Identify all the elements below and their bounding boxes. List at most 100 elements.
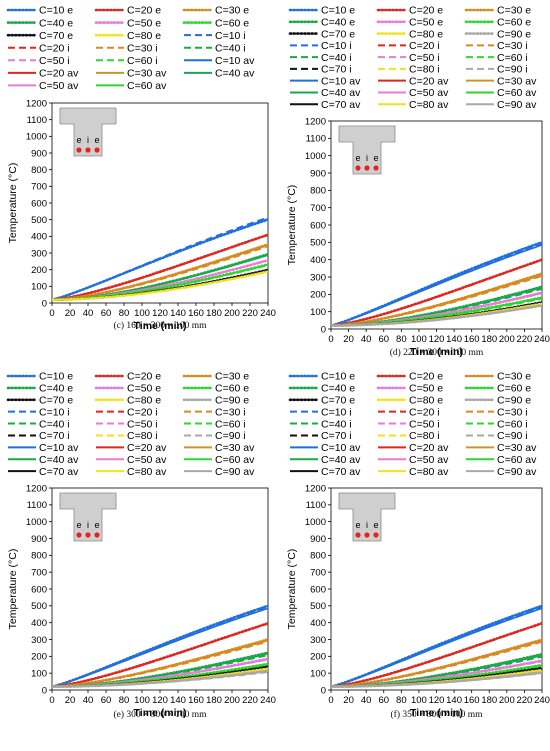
legend-label: C=20 i — [39, 42, 70, 54]
series-line-c-20-e — [52, 622, 268, 688]
chart-panel-f: C=10 e C=20 e C=30 e C=40 e C=50 e C=60 e C=70… — [286, 371, 550, 720]
x-tick-label: 100 — [411, 695, 427, 706]
x-tick-label: 180 — [206, 695, 222, 706]
y-tick-label: 900 — [310, 534, 326, 545]
series-line-c-20-e — [52, 233, 268, 301]
y-tick-label: 1100 — [306, 134, 326, 145]
thermocouple-dot — [355, 165, 361, 171]
legend-label: C=60 av — [215, 454, 255, 466]
x-axis-label: Time (min) — [134, 320, 187, 332]
series-group — [331, 241, 542, 327]
x-tick-label: 240 — [260, 695, 276, 706]
series-group — [52, 216, 268, 301]
chart-panel-e: C=10 e C=20 e C=30 e C=40 e C=50 e C=60 e C=70… — [6, 371, 276, 720]
x-tick-label: 180 — [206, 308, 222, 319]
legend: C=10 e C=20 e C=30 e C=40 e C=50 e C=60 e C=70… — [6, 371, 255, 478]
legend-label: C=50 av — [127, 454, 167, 466]
y-tick-label: 1200 — [305, 116, 326, 127]
chart-panel-c: C=10 e C=20 e C=30 e C=40 e C=50 e C=60 e C=70… — [6, 5, 276, 332]
legend-label: C=30 i — [215, 406, 246, 418]
series-line-c-30-e — [52, 243, 268, 301]
x-tick-label: 180 — [481, 695, 497, 706]
legend-label: C=40 e — [321, 383, 355, 395]
legend-label: C=40 e — [39, 383, 73, 395]
legend-label: C=40 av — [39, 454, 79, 466]
thermocouple-dot — [355, 532, 361, 538]
legend-label: C=40 i — [321, 418, 352, 430]
legend-label: C=10 i — [321, 40, 352, 52]
legend: C=10 e C=20 e C=30 e C=40 e C=50 e C=60 e C=70… — [288, 5, 537, 111]
y-tick-label: 1100 — [306, 500, 326, 511]
legend: C=10 e C=20 e C=30 e C=40 e C=50 e C=60 e C=70… — [6, 5, 255, 92]
legend-label: C=90 e — [497, 28, 531, 40]
x-tick-label: 0 — [328, 334, 333, 345]
y-tick-label: 100 — [31, 668, 47, 679]
legend-label: C=90 av — [497, 99, 537, 111]
y-tick-label: 400 — [31, 618, 47, 629]
thermocouple-dot — [364, 532, 370, 538]
x-tick-label: 60 — [378, 695, 389, 706]
x-tick-label: 100 — [134, 695, 150, 706]
y-tick-label: 800 — [310, 551, 326, 562]
y-tick-label: 700 — [310, 567, 326, 578]
y-tick-label: 400 — [310, 618, 326, 629]
legend-label: C=60 av — [497, 454, 537, 466]
legend-label: C=50 av — [409, 87, 449, 99]
legend-label: C=40 i — [39, 418, 70, 430]
y-tick-label: 200 — [310, 290, 326, 301]
legend-label: C=10 av — [321, 75, 361, 87]
y-tick-label: 0 — [42, 685, 47, 696]
x-tick-label: 80 — [396, 334, 407, 345]
legend-label: C=40 e — [39, 17, 73, 29]
y-tick-label: 0 — [42, 298, 47, 309]
x-tick-label: 20 — [343, 695, 354, 706]
x-tick-label: 80 — [396, 695, 407, 706]
y-tick-label: 600 — [31, 198, 47, 209]
x-tick-label: 80 — [119, 308, 130, 319]
legend-label: C=70 e — [321, 394, 355, 406]
y-tick-label: 800 — [31, 551, 47, 562]
y-tick-label: 1200 — [305, 483, 326, 494]
legend-label: C=80 av — [409, 466, 449, 478]
legend-label: C=90 i — [497, 430, 528, 442]
series-line-c-90-e — [331, 670, 542, 688]
x-tick-label: 220 — [242, 308, 258, 319]
series-group — [331, 604, 542, 688]
legend-label: C=20 i — [409, 406, 440, 418]
legend-label: C=10 av — [321, 442, 361, 454]
legend-label: C=60 i — [215, 418, 246, 430]
legend-label: C=30 e — [215, 5, 249, 17]
legend-label: C=80 e — [409, 394, 443, 406]
legend-label: C=70 i — [321, 64, 352, 76]
y-tick-label: 200 — [31, 652, 47, 663]
legend-label: C=60 e — [497, 16, 531, 28]
y-tick-label: 0 — [321, 685, 326, 696]
y-tick-label: 200 — [31, 265, 47, 276]
y-tick-label: 1200 — [26, 98, 47, 109]
legend-label: C=30 av — [127, 68, 167, 80]
y-tick-label: 0 — [321, 324, 326, 335]
y-tick-label: 500 — [310, 238, 326, 249]
y-tick-label: 600 — [310, 220, 326, 231]
inset-label: e — [94, 135, 99, 145]
legend-label: C=60 av — [127, 80, 167, 92]
x-tick-label: 20 — [343, 334, 354, 345]
series-line-c-30-e — [52, 638, 268, 688]
series-line-c-20-e — [331, 622, 542, 688]
y-tick-label: 300 — [31, 635, 47, 646]
legend-label: C=30 av — [497, 75, 537, 87]
y-tick-label: 100 — [31, 282, 47, 293]
legend-label: C=50 i — [409, 52, 440, 64]
y-tick-label: 900 — [310, 168, 326, 179]
legend-label: C=60 e — [215, 383, 249, 395]
x-tick-label: 220 — [516, 695, 532, 706]
y-tick-label: 200 — [310, 652, 326, 663]
inset-label: e — [373, 153, 378, 163]
series-line-c-10-e — [52, 218, 268, 301]
legend-label: C=50 i — [409, 418, 440, 430]
x-tick-label: 0 — [49, 695, 54, 706]
y-tick-label: 600 — [31, 584, 47, 595]
legend-label: C=70 av — [39, 466, 79, 478]
